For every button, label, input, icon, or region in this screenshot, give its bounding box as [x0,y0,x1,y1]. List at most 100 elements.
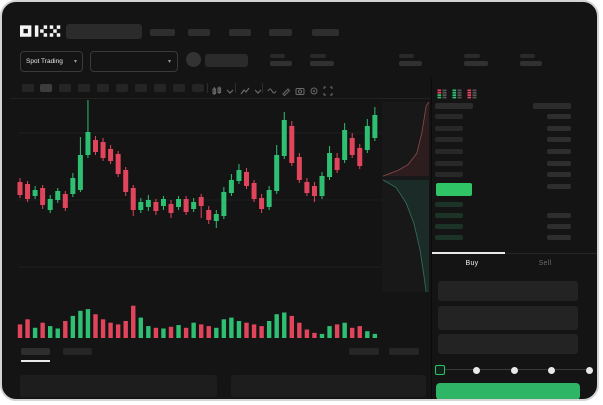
volume-bar [372,333,378,338]
ask-price-5 [435,172,463,177]
interval-pill-7[interactable] [154,84,166,92]
volume-bar [282,312,287,338]
interval-pill-1[interactable] [40,84,52,92]
interval-pill-6[interactable] [135,84,147,92]
volume-bar [78,310,83,338]
orderbook-header-price [435,103,473,109]
bid-amount-2 [547,235,571,240]
market-type-label: Spot Trading [26,58,63,65]
market-type-selector[interactable]: Spot Trading ▾ [20,51,83,72]
order-field-1[interactable] [438,306,578,330]
interval-pill-0[interactable] [22,84,34,92]
search-input[interactable] [66,24,142,39]
orders-tab-1[interactable] [63,348,92,355]
volume-bar [55,328,60,338]
stat-value-1 [310,61,334,66]
ask-amount-4 [547,161,571,166]
candle [168,200,174,218]
coin-avatar [186,52,201,67]
ask-price-3 [435,149,463,154]
nav-item-2[interactable] [229,29,251,36]
buy-submit-button[interactable] [436,383,580,399]
slider-stop-3[interactable] [548,366,555,374]
depth-panel-bg [382,102,429,292]
slider-stop-2[interactable] [510,366,518,374]
depth-asks [382,102,429,177]
interval-pill-4[interactable] [97,84,109,92]
candle [357,144,363,169]
chevron-down-icon: ▾ [167,58,171,65]
volume-bar [297,322,302,338]
interval-pill-5[interactable] [116,84,128,92]
order-field-0[interactable] [438,281,578,301]
volume-bar [191,322,196,338]
volume-bar [266,321,272,338]
order-field-2[interactable] [438,334,578,354]
volume-bar [48,326,53,338]
interval-pill-8[interactable] [173,84,185,92]
chevron-down-icon[interactable] [225,83,235,94]
wave-icon[interactable] [267,83,277,94]
ask-amount-5 [547,172,571,177]
ask-price-1 [435,126,463,131]
tab-sell[interactable]: Sell [538,260,552,267]
orderbook-asks-icon[interactable] [467,86,477,99]
candle [100,138,106,161]
orderbook-bids-icon[interactable] [452,86,462,99]
volume-bar [17,324,23,338]
orders-bar-action-1[interactable] [389,348,419,355]
interval-pill-9[interactable] [192,84,204,92]
candle [47,195,53,213]
orderbook-header-amount [533,103,571,109]
volume-bar [319,333,325,338]
toolbar-divider [10,98,430,99]
orders-panel-1 [231,375,426,397]
fullscreen-icon[interactable] [323,83,333,96]
candle [334,153,340,173]
candle [372,107,378,141]
candlestick-chart[interactable] [10,98,430,338]
stat-label-4 [520,54,535,58]
slider-stop-1[interactable] [473,366,480,374]
tab-buy[interactable]: Buy [465,260,479,267]
stat-label-2 [399,54,414,58]
ask-price-0 [435,114,463,119]
last-price-badge[interactable] [436,183,472,196]
panel-divider [431,78,432,399]
candle [130,185,136,216]
candle [183,196,189,215]
volume-bar [138,317,143,338]
orders-bar-action-0[interactable] [349,348,379,355]
volume-bar [342,322,347,338]
candle [228,174,234,196]
candle [221,187,227,219]
stat-value-4 [520,61,542,66]
candle [25,181,31,202]
nav-item-1[interactable] [188,29,210,36]
orderbook-combined-icon[interactable] [437,86,447,99]
gear-icon[interactable] [309,83,319,95]
pencil-icon[interactable] [281,83,291,97]
indicators-icon[interactable] [240,83,250,95]
pair-selector[interactable]: ▾ [90,51,178,72]
nav-item-0[interactable] [150,29,175,36]
toolbar-separator [262,83,263,93]
candle [304,178,310,196]
bid-price-3 [435,235,463,240]
candle [251,180,257,202]
interval-pill-2[interactable] [59,84,71,92]
amount-slider-handle[interactable] [435,365,445,375]
nav-item-4[interactable] [312,29,339,36]
nav-item-3[interactable] [269,29,292,36]
volume-bar [131,305,136,338]
interval-pill-3[interactable] [78,84,90,92]
candle [327,146,333,180]
volume-bar [304,329,310,338]
camera-icon[interactable] [295,83,305,95]
candle [206,206,212,224]
candle-style-icon[interactable] [212,83,222,95]
chevron-down-icon[interactable] [253,83,263,94]
orders-tab-0[interactable] [21,348,50,355]
slider-stop-4[interactable] [585,366,593,374]
